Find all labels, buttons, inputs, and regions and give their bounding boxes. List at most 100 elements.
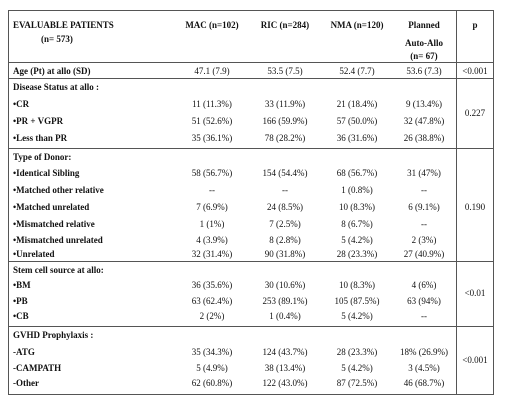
table-cell: 105 (87.5%) <box>334 296 380 306</box>
age-p: <0.001 <box>462 66 488 76</box>
table-cell: 36 (31.6%) <box>336 133 378 143</box>
header-patients-n: (n= 573) <box>41 34 73 44</box>
header-patients: EVALUABLE PATIENTS <box>13 20 114 30</box>
patients-table: EVALUABLE PATIENTS (n= 573) MAC (n=102) … <box>8 10 494 395</box>
table-cell: 1 (0.4%) <box>269 311 301 321</box>
age-auto-allo: 53.6 (7.3) <box>406 66 442 76</box>
table-cell: 33 (11.9%) <box>264 99 306 109</box>
table-cell: 11 (11.3%) <box>192 99 232 109</box>
header-divider <box>9 62 493 63</box>
table-row-label: •Matched unrelated <box>13 202 90 212</box>
table-cell: 68 (56.7%) <box>336 168 378 178</box>
p-column-divider <box>456 11 457 394</box>
table-cell: -- <box>421 219 427 229</box>
table-cell: 35 (36.1%) <box>191 133 233 143</box>
header-p: p <box>472 20 478 30</box>
table-cell: 5 (4.2%) <box>341 235 373 245</box>
table-cell: 51 (52.6%) <box>191 116 233 126</box>
table-cell: 63 (62.4%) <box>191 296 233 306</box>
table-cell: 9 (13.4%) <box>406 99 442 109</box>
header-ric: RIC (n=284) <box>260 20 310 30</box>
table-cell: 35 (34.3%) <box>191 347 233 357</box>
table-row-label: •Mismatched relative <box>13 219 95 229</box>
table-cell: 4 (3.9%) <box>196 235 228 245</box>
table-cell: 57 (50.0%) <box>336 116 378 126</box>
table-row-label: -CAMPATH <box>13 363 62 373</box>
table-row-label: •Less than PR <box>13 133 68 143</box>
table-row-label: •BM <box>13 280 31 290</box>
gvhd-title: GVHD Prophylaxis : <box>13 330 94 340</box>
table-cell: 8 (6.7%) <box>341 219 373 229</box>
header-auto-allo: Auto-Allo <box>405 38 443 48</box>
table-cell: 10 (8.3%) <box>339 202 375 212</box>
age-label: Age (Pt) at allo (SD) <box>13 66 91 76</box>
donor-p: 0.190 <box>464 202 486 212</box>
table-cell: 10 (8.3%) <box>339 280 375 290</box>
header-auto-allo-n: (n= 67) <box>410 51 438 61</box>
table-cell: 28 (23.3%) <box>336 347 378 357</box>
table-cell: 31 (47%) <box>407 168 441 178</box>
table-cell: 253 (89.1%) <box>262 296 308 306</box>
table-cell: 5 (4.9%) <box>196 363 228 373</box>
table-row-label: •Unrelated <box>13 249 55 259</box>
table-cell: 36 (35.6%) <box>191 280 233 290</box>
table-cell: 62 (60.8%) <box>191 378 233 388</box>
table-cell: 32 (47.8%) <box>403 116 445 126</box>
table-cell: 166 (59.9%) <box>262 116 308 126</box>
table-row-label: •CR <box>13 99 30 109</box>
table-cell: -- <box>421 311 427 321</box>
stemcell-divider <box>9 326 493 327</box>
table-cell: 5 (4.2%) <box>341 311 373 321</box>
table-cell: 78 (28.2%) <box>264 133 306 143</box>
age-ric: 53.5 (7.5) <box>267 66 303 76</box>
table-cell: -- <box>282 185 288 195</box>
table-cell: 6 (9.1%) <box>408 202 440 212</box>
table-cell: 87 (72.5%) <box>336 378 378 388</box>
table-cell: 1 (0.8%) <box>341 185 373 195</box>
table-row-label: •Mismatched unrelated <box>13 235 103 245</box>
table-row-label: -ATG <box>13 347 35 357</box>
table-cell: 124 (43.7%) <box>262 347 308 357</box>
age-divider <box>9 78 493 79</box>
table-row-label: •PB <box>13 296 28 306</box>
table-cell: 7 (2.5%) <box>269 219 301 229</box>
table-cell: 30 (10.6%) <box>264 280 306 290</box>
table-cell: -- <box>209 185 215 195</box>
table-row-label: -Other <box>13 378 39 388</box>
table-cell: 2 (3%) <box>411 235 437 245</box>
disease-divider <box>9 148 493 149</box>
table-cell: 24 (8.5%) <box>267 202 303 212</box>
table-cell: 154 (54.4%) <box>262 168 308 178</box>
table-cell: -- <box>421 185 427 195</box>
table-cell: 21 (18.4%) <box>336 99 378 109</box>
table-row-label: •PR + VGPR <box>13 116 64 126</box>
table-cell: 4 (6%) <box>411 280 437 290</box>
age-mac: 47.1 (7.9) <box>194 66 230 76</box>
donor-title: Type of Donor: <box>13 152 72 162</box>
table-cell: 26 (38.8%) <box>403 133 445 143</box>
disease-title: Disease Status at allo : <box>13 82 99 92</box>
table-cell: 3 (4.5%) <box>408 363 440 373</box>
table-row-label: •CB <box>13 311 29 321</box>
table-cell: 28 (23.3%) <box>336 249 378 259</box>
table-cell: 32 (31.4%) <box>191 249 233 259</box>
header-nma: NMA (n=120) <box>330 20 384 30</box>
table-row-label: •Matched other relative <box>13 185 104 195</box>
table-cell: 46 (68.7%) <box>403 378 445 388</box>
table-cell: 90 (31.8%) <box>264 249 306 259</box>
table-cell: 63 (94%) <box>407 296 441 306</box>
table-cell: 2 (2%) <box>199 311 225 321</box>
table-cell: 1 (1%) <box>199 219 225 229</box>
table-cell: 58 (56.7%) <box>191 168 233 178</box>
stemcell-title: Stem cell source at allo: <box>13 265 104 275</box>
stemcell-p: <0.01 <box>464 288 486 298</box>
table-cell: 5 (4.2%) <box>341 363 373 373</box>
disease-p: 0.227 <box>464 108 486 118</box>
table-cell: 27 (40.9%) <box>403 249 445 259</box>
header-mac: MAC (n=102) <box>185 20 239 30</box>
donor-divider <box>9 261 493 262</box>
table-cell: 18% (26.9%) <box>400 347 448 357</box>
table-row-label: •Identical Sibling <box>13 168 80 178</box>
age-nma: 52.4 (7.7) <box>339 66 375 76</box>
table-cell: 7 (6.9%) <box>196 202 228 212</box>
